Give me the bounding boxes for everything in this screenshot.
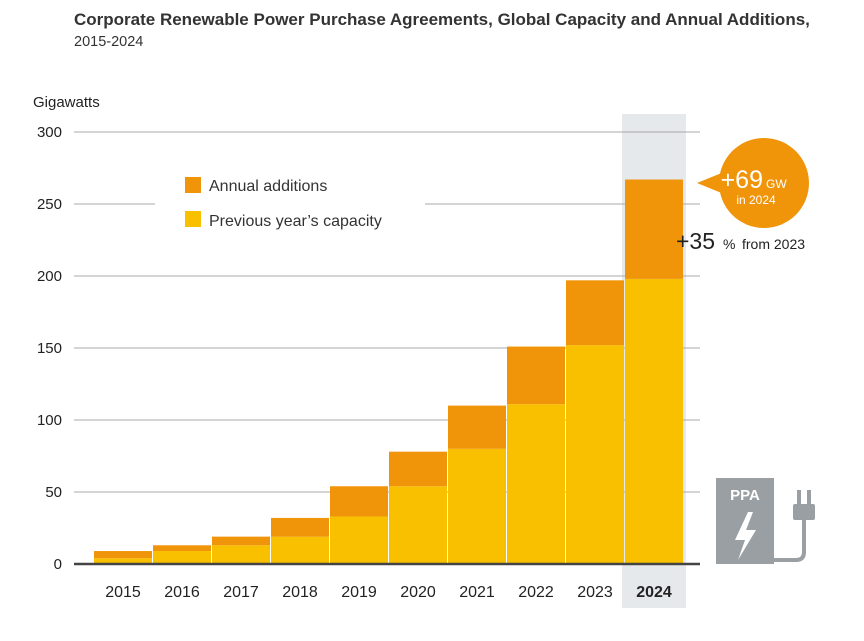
bar-annual-additions [271, 518, 329, 537]
x-tick-label: 2024 [636, 584, 672, 601]
bubble-subtext: in 2024 [736, 193, 776, 207]
ppa-plug-icon: PPA [716, 478, 815, 564]
bar-annual-additions [566, 280, 624, 345]
bar-previous-capacity [507, 404, 565, 564]
legend-label-previous-capacity: Previous year’s capacity [209, 213, 382, 230]
bar-previous-capacity [625, 279, 683, 564]
x-tick-label: 2015 [105, 584, 141, 601]
bar-annual-additions [507, 347, 565, 405]
bar-annual-additions [94, 551, 152, 558]
x-tick-label: 2022 [518, 584, 554, 601]
y-tick-label: 100 [37, 412, 62, 429]
x-tick-label: 2020 [400, 584, 436, 601]
x-tick-label: 2019 [341, 584, 377, 601]
x-axis-tick-labels: 2015 2016 2017 2018 2019 2020 2021 2022 2023 2024 [105, 584, 672, 601]
plug-prong-left-icon [797, 490, 801, 504]
bar-previous-capacity [566, 345, 624, 564]
plug-body-icon [793, 504, 815, 520]
bar-previous-capacity [212, 545, 270, 564]
bar-annual-additions [212, 537, 270, 546]
y-tick-label: 50 [45, 484, 62, 501]
y-tick-label: 200 [37, 268, 62, 285]
legend-label-annual-additions: Annual additions [209, 178, 327, 195]
bar-previous-capacity [153, 551, 211, 564]
legend-swatch-annual-additions [185, 177, 201, 193]
x-tick-label: 2017 [223, 584, 259, 601]
y-axis-tick-labels: 0 50 100 150 200 250 300 [37, 124, 62, 573]
bar-annual-additions [153, 545, 211, 551]
bubble-value: +69 [721, 166, 763, 194]
y-tick-label: 300 [37, 124, 62, 141]
bar-annual-additions [625, 180, 683, 279]
bar-previous-capacity [271, 537, 329, 564]
growth-percent-sign: % [723, 236, 735, 252]
growth-value: +35 [676, 228, 715, 254]
x-tick-label: 2018 [282, 584, 318, 601]
ppa-label: PPA [730, 487, 760, 504]
bubble-unit: GW [766, 177, 787, 191]
plug-prong-right-icon [807, 490, 811, 504]
y-tick-label: 150 [37, 340, 62, 357]
annotation-bubble: +69 GW in 2024 [697, 138, 809, 228]
x-tick-label: 2021 [459, 584, 495, 601]
y-tick-label: 0 [54, 556, 62, 573]
bar-annual-additions [389, 452, 447, 487]
x-tick-label: 2023 [577, 584, 613, 601]
cable-icon [774, 520, 804, 560]
x-tick-label: 2016 [164, 584, 200, 601]
y-tick-label: 250 [37, 196, 62, 213]
growth-annotation: +35 % from 2023 [676, 228, 805, 254]
bar-previous-capacity [448, 449, 506, 564]
growth-note: from 2023 [742, 236, 805, 252]
bar-annual-additions [330, 486, 388, 516]
bar-annual-additions [448, 406, 506, 449]
bar-previous-capacity [389, 486, 447, 564]
legend-swatch-previous-capacity [185, 211, 201, 227]
y-axis-unit-label: Gigawatts [33, 94, 100, 111]
bar-previous-capacity [330, 516, 388, 564]
